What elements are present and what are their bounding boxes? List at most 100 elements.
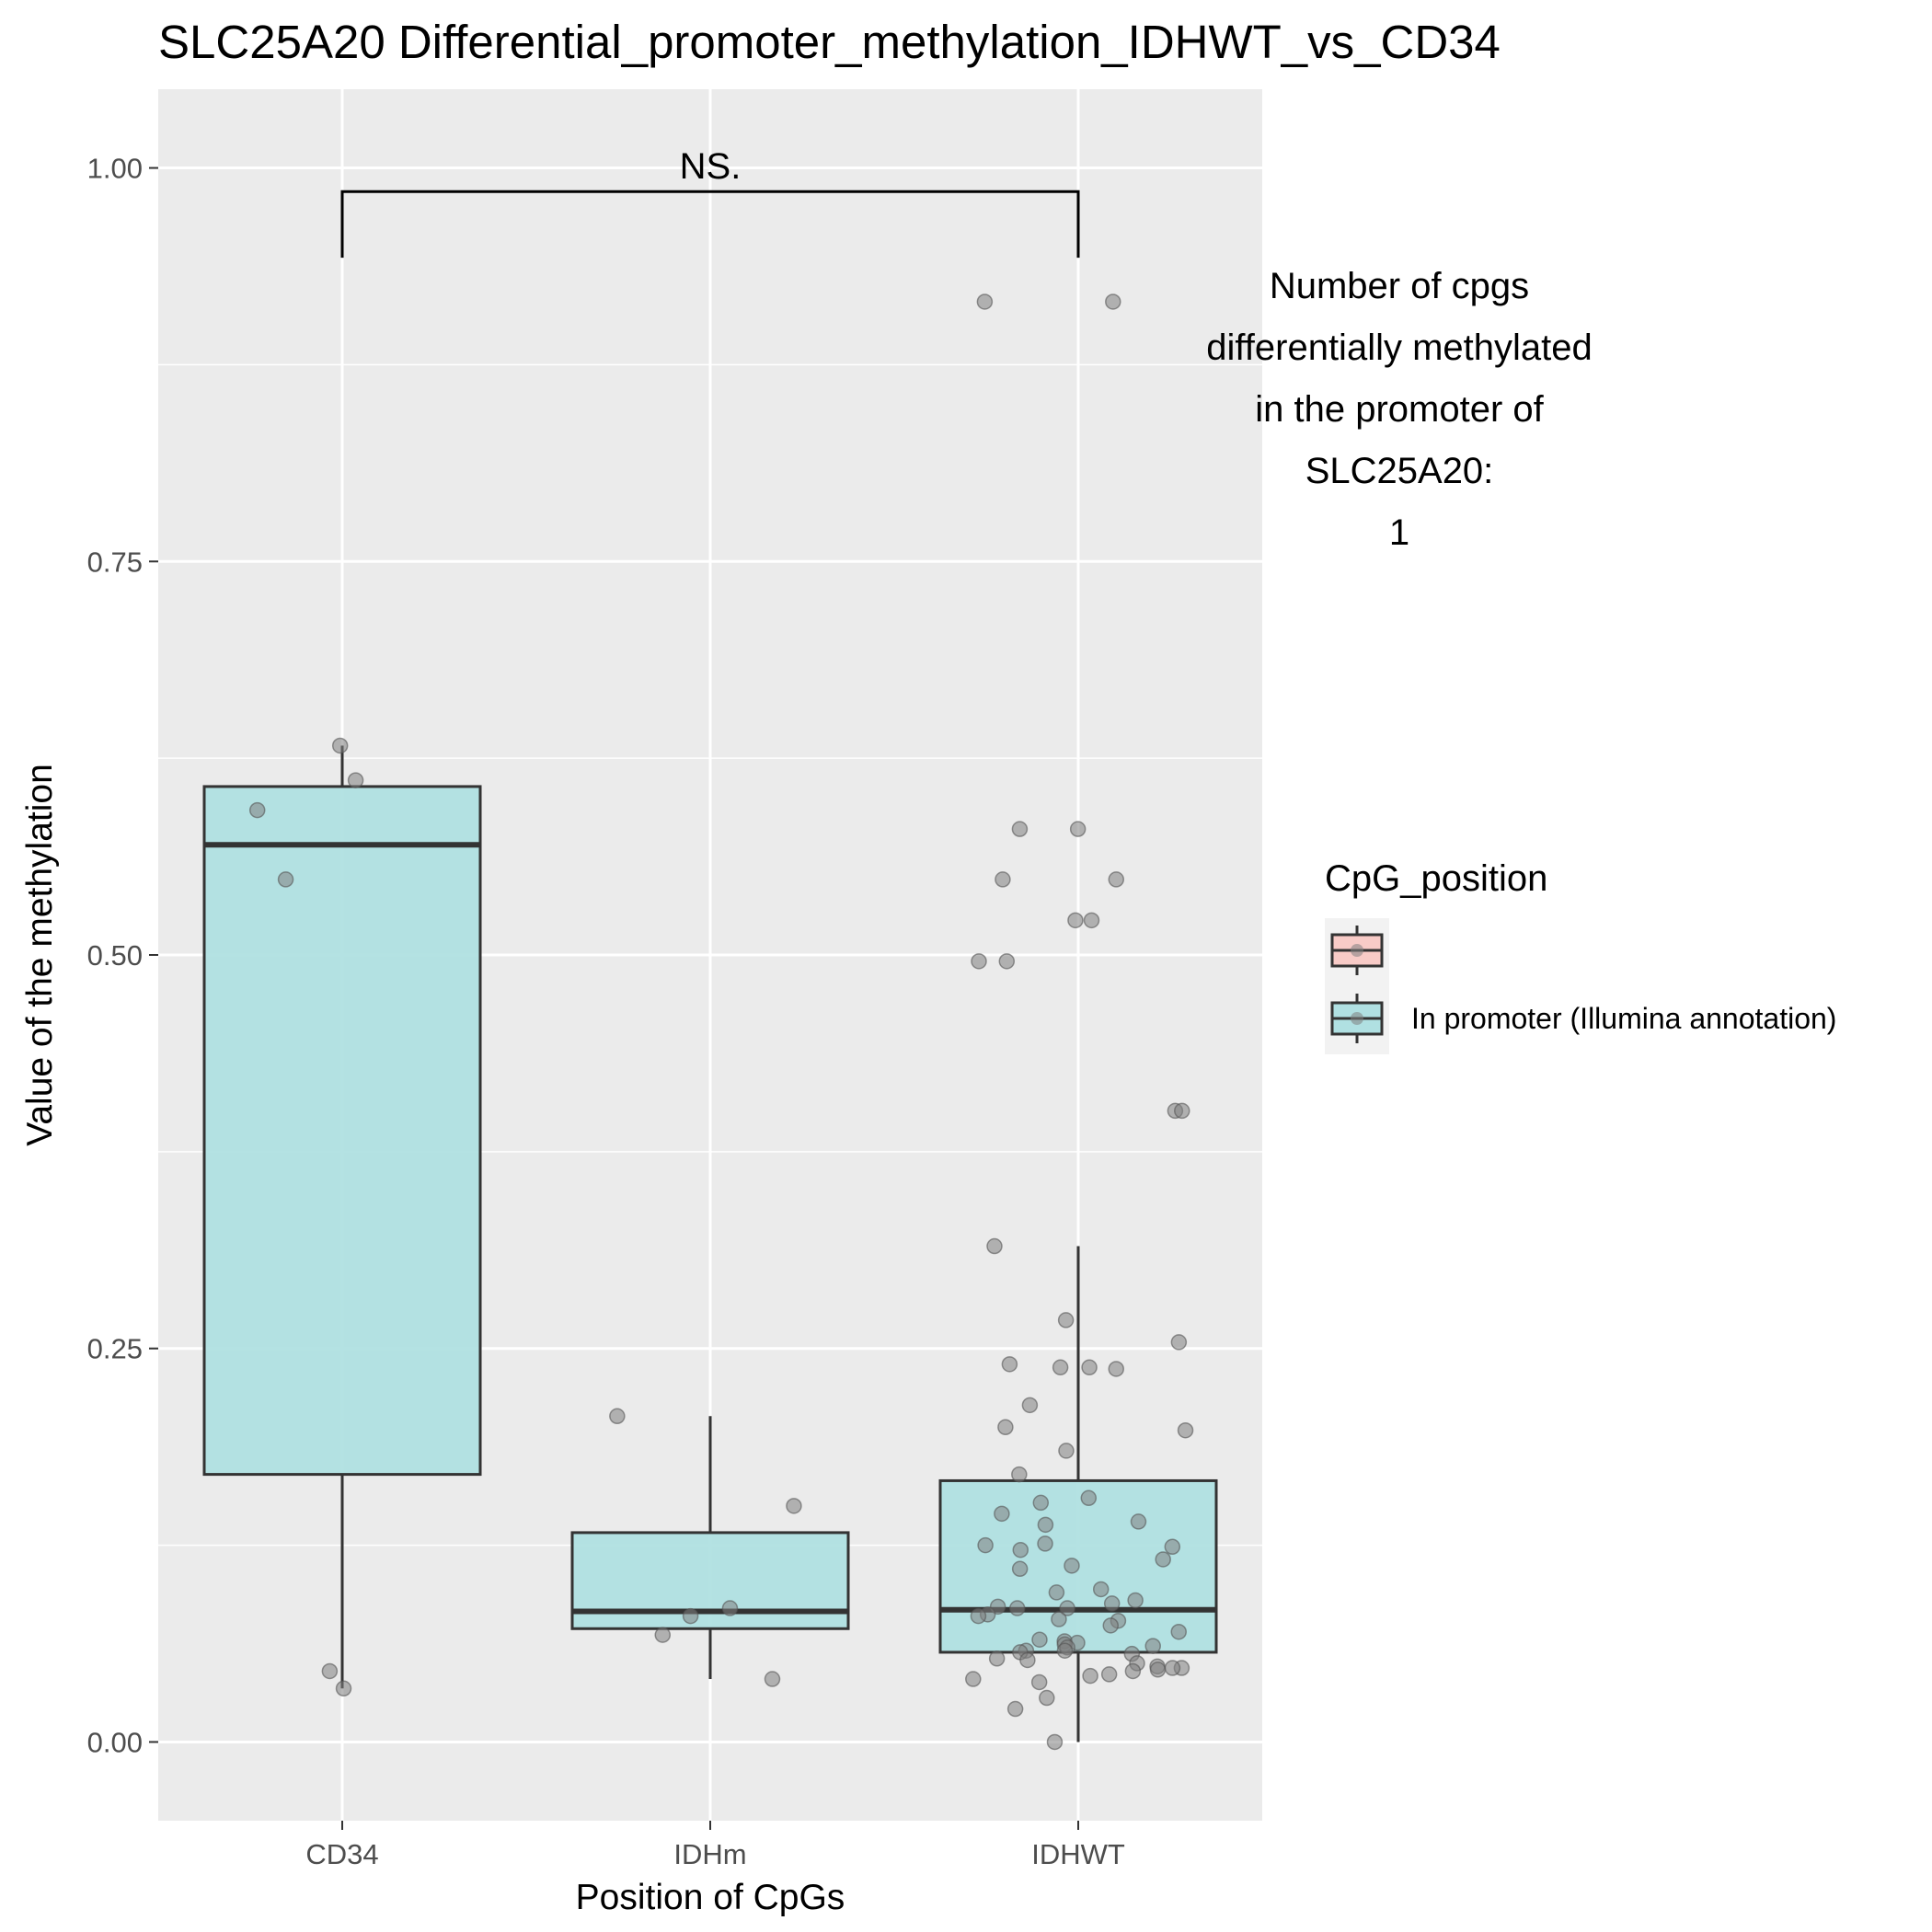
y-axis-ticks: 0.00 0.25 0.50 0.75 1.00 [87, 153, 158, 1758]
data-point [1046, 1733, 1064, 1751]
data-point [1124, 1662, 1142, 1680]
data-point [1083, 912, 1100, 929]
data-point [1019, 1651, 1036, 1669]
data-point [1105, 293, 1121, 310]
data-point [335, 1680, 352, 1697]
data-point [1001, 1356, 1018, 1373]
x-tick-label: CD34 [305, 1838, 378, 1870]
data-point [1108, 871, 1125, 888]
annotation-line: SLC25A20: [1305, 451, 1494, 491]
data-point [1008, 1600, 1026, 1616]
annotation-line: differentially methylated [1206, 328, 1593, 368]
data-point [654, 1627, 672, 1643]
y-axis-title: Value of the methylation [20, 764, 60, 1146]
x-axis-ticks: CD34 IDHm IDHWT [305, 1821, 1125, 1870]
data-point [1155, 1551, 1171, 1568]
data-point [1031, 1631, 1048, 1648]
chart-title: SLC25A20 Differential_promoter_methylati… [158, 16, 1501, 68]
annotation-line: Number of cpgs [1270, 266, 1529, 306]
data-point [786, 1498, 802, 1514]
data-point [1102, 1617, 1120, 1634]
data-point [1048, 1584, 1065, 1601]
data-point [1021, 1397, 1039, 1414]
data-point [321, 1662, 339, 1680]
y-tick-label: 0.25 [87, 1333, 143, 1365]
data-point [1056, 1642, 1074, 1659]
data-point [1067, 912, 1084, 929]
annotation-line: in the promoter of [1255, 389, 1544, 430]
data-point [995, 871, 1011, 888]
data-point [1037, 1535, 1053, 1552]
data-point [347, 772, 364, 788]
data-point [1069, 821, 1087, 837]
data-point [1030, 1673, 1048, 1691]
annotation-text: Number of cpgs differentially methylated i… [1206, 266, 1593, 553]
y-tick-label: 0.00 [87, 1726, 143, 1758]
data-point [976, 293, 994, 310]
data-point [1012, 1541, 1029, 1558]
x-tick-label: IDHWT [1031, 1838, 1125, 1870]
point-layer [248, 293, 1194, 1751]
data-point [248, 801, 266, 819]
data-point [1011, 1560, 1029, 1578]
data-point [1100, 1666, 1118, 1683]
legend-key-point [1351, 944, 1363, 957]
legend-label: In promoter (Illumina annotation) [1411, 1002, 1836, 1035]
data-point [331, 737, 349, 754]
data-point [609, 1408, 626, 1425]
data-point [998, 953, 1016, 970]
data-point [977, 1536, 994, 1554]
legend-key-point [1351, 1012, 1363, 1025]
data-point [277, 871, 294, 888]
data-point [1130, 1513, 1147, 1530]
data-point [1108, 1361, 1124, 1377]
data-point [1149, 1662, 1167, 1678]
data-point [965, 1671, 982, 1687]
data-point [971, 953, 987, 970]
data-point [1052, 1359, 1069, 1376]
data-point [988, 1650, 1006, 1667]
data-point [970, 1607, 987, 1625]
data-point [997, 1419, 1014, 1436]
data-point [1058, 1443, 1075, 1459]
data-point [1059, 1600, 1075, 1616]
data-point [1011, 1466, 1028, 1483]
y-tick-label: 1.00 [87, 153, 143, 185]
data-point [1081, 1359, 1098, 1376]
data-point [1127, 1592, 1144, 1609]
y-tick-label: 0.75 [87, 546, 143, 578]
legend: CpG_position In promoter (Illumina annot… [1325, 858, 1836, 1054]
data-point [986, 1237, 1003, 1255]
data-point [1103, 1595, 1121, 1612]
data-point [1082, 1667, 1098, 1685]
data-point [1170, 1623, 1187, 1640]
data-point [1092, 1581, 1110, 1598]
data-point [721, 1600, 739, 1616]
data-point [1174, 1102, 1190, 1120]
data-point [1039, 1689, 1055, 1707]
data-point [1057, 1312, 1075, 1328]
data-point [1032, 1494, 1050, 1512]
data-point [1164, 1660, 1181, 1676]
y-tick-label: 0.50 [87, 939, 143, 972]
data-point [1006, 1700, 1024, 1718]
data-point [764, 1671, 781, 1687]
data-point [1080, 1489, 1098, 1507]
box-cd34 [202, 785, 482, 1477]
data-point [1051, 1611, 1067, 1627]
box-layer [202, 745, 1218, 1742]
data-point [1144, 1638, 1161, 1654]
data-point [1170, 1334, 1188, 1351]
box-idhm [570, 1531, 850, 1630]
data-point [1037, 1516, 1054, 1534]
data-point [1177, 1421, 1194, 1439]
annotation-line: 1 [1389, 512, 1409, 553]
x-axis-title: Position of CpGs [576, 1878, 845, 1917]
data-point [1164, 1538, 1181, 1556]
data-point [1064, 1558, 1080, 1574]
data-point [1011, 821, 1029, 837]
legend-title: CpG_position [1325, 858, 1547, 899]
data-point [994, 1505, 1010, 1523]
significance-label: NS. [680, 146, 742, 187]
